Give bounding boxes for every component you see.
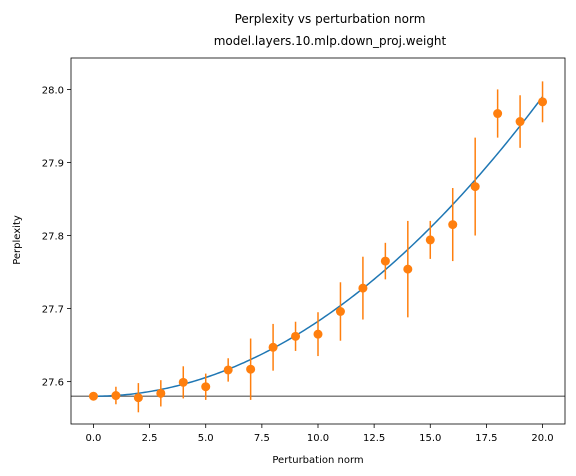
y-tick-label: 28.0: [42, 85, 64, 96]
x-tick-label: 17.5: [475, 433, 497, 444]
x-axis-label: Perturbation norm: [272, 455, 363, 466]
chart-title: Perplexity vs perturbation norm: [235, 12, 426, 26]
data-point: [291, 331, 301, 341]
y-tick-label: 27.8: [42, 232, 64, 243]
y-tick-label: 27.9: [42, 158, 64, 169]
x-tick-label: 0.0: [86, 433, 102, 444]
data-point: [268, 342, 278, 352]
data-point: [313, 329, 323, 339]
x-tick-label: 7.5: [254, 433, 270, 444]
data-point: [515, 117, 525, 127]
data-point: [380, 256, 390, 266]
data-point: [448, 220, 458, 230]
data-point: [493, 109, 503, 119]
x-tick-label: 10.0: [307, 433, 329, 444]
data-point: [425, 235, 435, 245]
data-point: [178, 377, 188, 387]
plot-area: [71, 81, 565, 413]
data-point: [358, 283, 368, 293]
data-point: [335, 306, 345, 316]
data-point: [156, 388, 166, 398]
x-tick-label: 20.0: [531, 433, 553, 444]
data-point: [223, 365, 233, 375]
y-tick-label: 27.7: [42, 305, 64, 316]
plot-clipped: [71, 81, 565, 413]
x-tick-label: 15.0: [419, 433, 441, 444]
x-tick-label: 2.5: [142, 433, 158, 444]
data-point: [133, 393, 143, 403]
data-point: [88, 391, 98, 401]
x-tick-label: 12.5: [363, 433, 385, 444]
data-point: [538, 97, 548, 107]
y-axis-label: Perplexity: [12, 215, 23, 265]
x-tick-label: 5.0: [198, 433, 214, 444]
data-point: [403, 264, 413, 274]
data-point: [246, 364, 256, 374]
data-point: [201, 382, 211, 392]
data-point: [470, 182, 480, 192]
y-tick-label: 27.6: [42, 378, 64, 389]
data-point: [111, 391, 121, 401]
axes: 0.0 2.5 5.0 7.5 10.0 12.5 15.0 17.5 20.0 27.6 27.7…: [42, 57, 566, 444]
axes-frame: [70, 57, 566, 425]
chart-subtitle: model.layers.10.mlp.down_proj.weight: [214, 34, 447, 48]
